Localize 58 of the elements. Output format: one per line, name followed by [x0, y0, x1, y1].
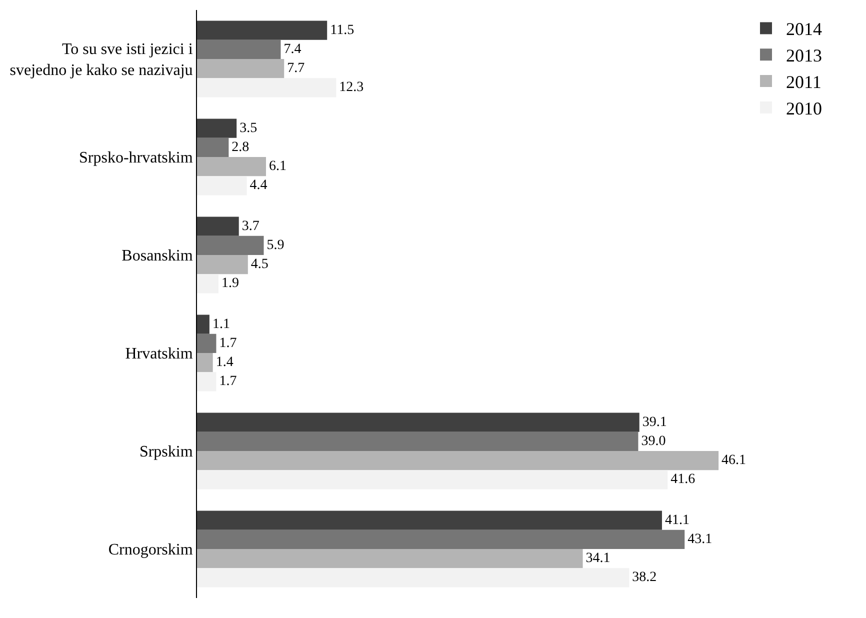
- data-label: 4.5: [250, 257, 268, 272]
- bar: [197, 255, 248, 274]
- bar: [197, 549, 583, 568]
- bar: [197, 412, 640, 432]
- bar: [197, 216, 239, 236]
- y-tick-label: To su sve isti jezici i svejedno je kako se nazivaju: [10, 41, 194, 79]
- data-label: 1.9: [222, 276, 239, 292]
- legend-label: 2011: [786, 72, 822, 92]
- bar: [197, 530, 685, 549]
- bar: [197, 138, 229, 157]
- bar: [197, 353, 213, 372]
- y-tick-label: Srpskim: [139, 444, 194, 461]
- data-label: 43.1: [688, 532, 712, 547]
- y-tick-label: Hrvatskim: [125, 346, 194, 363]
- data-label: 11.5: [330, 22, 354, 38]
- data-label: 46.1: [722, 453, 746, 468]
- data-label: 1.7: [219, 336, 237, 351]
- y-tick-label: Crnogorskim: [108, 542, 194, 559]
- data-label: 2.8: [232, 140, 250, 155]
- data-label: 12.3: [339, 80, 364, 96]
- legend-label: 2013: [786, 46, 822, 66]
- data-label: 1.4: [216, 355, 234, 370]
- bar: [197, 451, 719, 470]
- bar: [197, 78, 336, 98]
- bar: [197, 157, 266, 176]
- bar: [197, 274, 218, 294]
- bar: [197, 372, 216, 392]
- bar: [197, 314, 210, 334]
- data-label: 5.9: [266, 238, 284, 253]
- data-label: 7.4: [284, 42, 302, 57]
- bar: [197, 59, 284, 78]
- data-label: 39.1: [642, 414, 667, 430]
- data-label: 3.7: [242, 218, 260, 234]
- data-label: 39.0: [641, 434, 666, 449]
- bar: [197, 40, 281, 59]
- bar: [197, 510, 662, 530]
- bar: [197, 176, 247, 196]
- y-tick-label: Srpsko-hrvatskim: [79, 150, 194, 167]
- legend-label: 2010: [786, 98, 822, 118]
- bar: [197, 20, 328, 40]
- data-label: 34.1: [586, 551, 610, 566]
- bar: [197, 236, 264, 255]
- data-label: 38.2: [632, 570, 657, 586]
- data-label: 41.6: [670, 472, 696, 488]
- data-label: 1.1: [212, 316, 230, 332]
- data-label: 4.4: [250, 178, 268, 194]
- bar: [197, 334, 216, 353]
- data-label: 6.1: [269, 159, 287, 174]
- bar: [197, 568, 630, 588]
- data-label: 41.1: [664, 512, 690, 528]
- data-label: 3.5: [240, 120, 258, 136]
- bar: [197, 118, 237, 138]
- bar: [197, 470, 668, 490]
- data-label: 1.7: [219, 374, 237, 390]
- bar: [197, 432, 638, 451]
- legend-label: 2014: [786, 19, 822, 40]
- data-label: 7.7: [287, 61, 305, 76]
- y-tick-label: Bosanskim: [122, 248, 194, 265]
